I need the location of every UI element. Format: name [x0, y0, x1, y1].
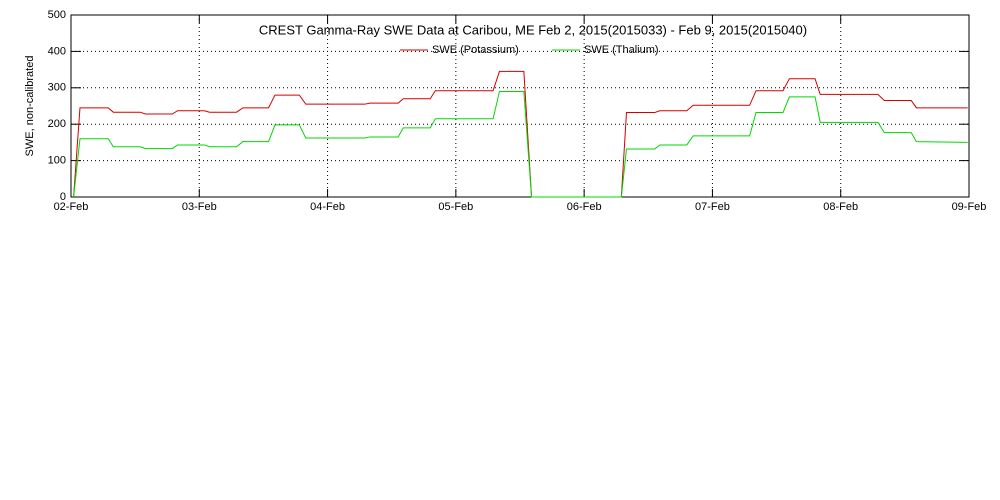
plot-frame [70, 14, 970, 198]
series-line [73, 70, 968, 198]
x-tick-label: 09-Feb [952, 201, 987, 213]
legend-label: SWE (Thalium) [584, 44, 659, 56]
y-tick-label: 100 [48, 155, 66, 167]
y-tick-label: 200 [48, 118, 66, 130]
x-tick-label: 04-Feb [310, 201, 345, 213]
x-tick-label: 03-Feb [182, 201, 217, 213]
y-tick-label: 500 [48, 9, 66, 21]
y-tick-label: 400 [48, 45, 66, 57]
x-tick-label: 06-Feb [567, 201, 602, 213]
x-tick-label: 05-Feb [438, 201, 473, 213]
series-line [73, 90, 968, 198]
y-axis-label: SWE, non-calibrated [24, 56, 36, 157]
chart-title: CREST Gamma-Ray SWE Data at Caribou, ME … [259, 22, 807, 37]
x-tick-label: 07-Feb [695, 201, 730, 213]
legend-label: SWE (Potassium) [432, 44, 519, 56]
x-tick-label: 02-Feb [54, 201, 89, 213]
y-tick-label: 0 [60, 191, 66, 203]
x-tick-label: 08-Feb [823, 201, 858, 213]
y-tick-label: 300 [48, 82, 66, 94]
